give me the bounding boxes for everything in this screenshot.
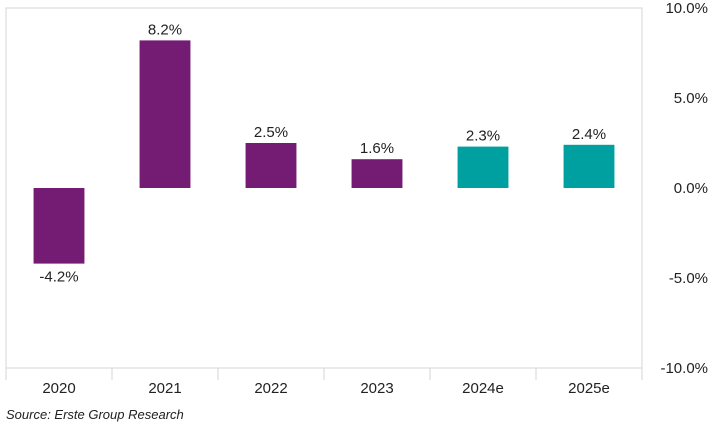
data-label-2022: 2.5% [254, 124, 288, 141]
x-tick-label-2024e: 2024e [462, 380, 504, 397]
data-label-2025e: 2.4% [572, 126, 606, 143]
y-tick-label: 10.0% [665, 0, 708, 17]
x-tick-label-2020: 2020 [42, 380, 75, 397]
y-tick-label: 5.0% [674, 90, 708, 107]
y-tick-label: 0.0% [674, 180, 708, 197]
bar-2024e [457, 146, 509, 188]
x-tick-label-2025e: 2025e [568, 380, 610, 397]
bar-2025e [563, 144, 615, 188]
data-label-2023: 1.6% [360, 140, 394, 157]
plot-frame [5, 7, 643, 369]
bar-2021 [139, 40, 191, 189]
bar-2022 [245, 143, 297, 188]
data-label-2020: -4.2% [39, 269, 78, 286]
bar-2023 [351, 159, 403, 188]
data-label-2024e: 2.3% [466, 128, 500, 145]
source-note: Source: Erste Group Research [6, 407, 184, 422]
bar-2020 [33, 188, 85, 264]
x-tick-label-2022: 2022 [254, 380, 287, 397]
x-tick-label-2021: 2021 [148, 380, 181, 397]
y-tick-label: -5.0% [669, 270, 708, 287]
x-tick-label-2023: 2023 [360, 380, 393, 397]
y-tick-label: -10.0% [660, 360, 708, 377]
data-label-2021: 8.2% [148, 21, 182, 38]
